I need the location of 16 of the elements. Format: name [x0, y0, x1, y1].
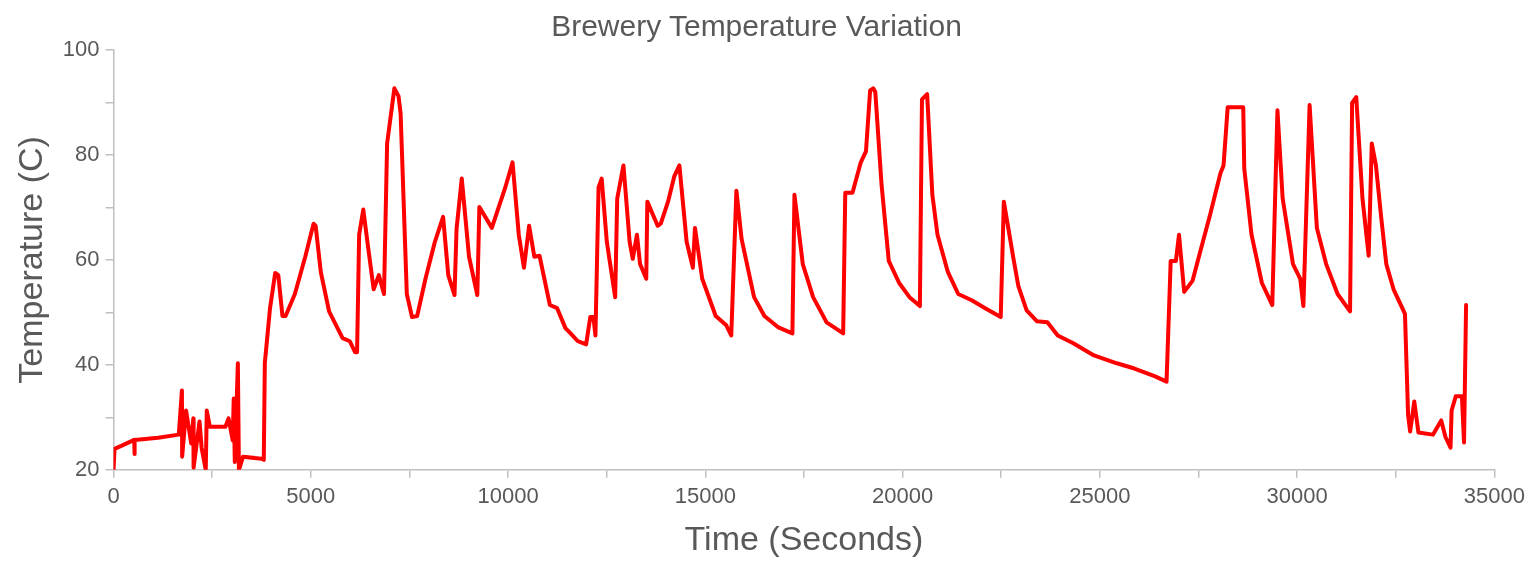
y-tick-label: 100 [62, 36, 100, 62]
x-tick-label: 30000 [1266, 483, 1328, 509]
chart-title: Brewery Temperature Variation [551, 9, 962, 43]
x-tick-label: 20000 [872, 483, 934, 509]
y-tick-label: 80 [75, 141, 100, 167]
y-axis-title: Temperature (C) [10, 136, 49, 384]
x-tick-label: 35000 [1463, 483, 1526, 509]
x-tick-label: 0 [107, 483, 120, 509]
x-axis-title: Time (Seconds) [684, 518, 924, 557]
y-tick-label: 40 [75, 350, 100, 376]
x-tick-label: 5000 [286, 483, 336, 509]
x-tick-label: 25000 [1069, 483, 1131, 509]
x-tick-label: 15000 [674, 483, 736, 509]
x-tick-label: 10000 [477, 483, 539, 509]
y-tick-label: 20 [75, 455, 100, 481]
y-tick-label: 60 [75, 245, 100, 271]
